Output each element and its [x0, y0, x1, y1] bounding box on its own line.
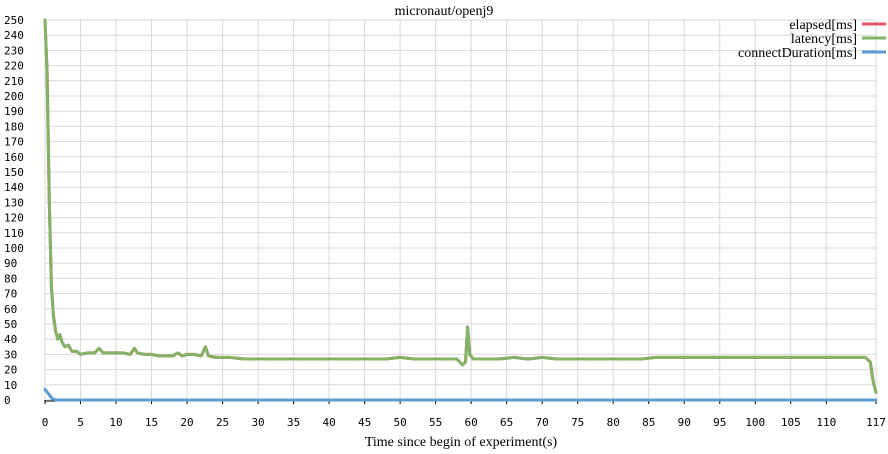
x-tick-label: 55: [429, 416, 442, 429]
x-tick-label: 50: [394, 416, 407, 429]
x-tick-label: 117: [866, 416, 886, 429]
y-tick-label: 80: [4, 272, 17, 285]
x-tick-label: 60: [465, 416, 478, 429]
y-tick-label: 200: [4, 90, 24, 103]
legend: elapsed[ms]latency[ms]connectDuration[ms…: [738, 18, 886, 61]
y-tick-label: 90: [4, 257, 17, 270]
legend-label: elapsed[ms]: [789, 18, 857, 33]
y-tick-label: 70: [4, 288, 17, 301]
x-tick-label: 80: [607, 416, 620, 429]
y-tick-label: 0: [4, 394, 11, 407]
y-tick-label: 60: [4, 303, 17, 316]
x-tick-label: 45: [358, 416, 371, 429]
grid: [44, 19, 877, 401]
series-layer: [43, 18, 878, 402]
y-tick-label: 50: [4, 318, 17, 331]
x-tick-label: 25: [216, 416, 229, 429]
y-axis-ticks: 0 10 20 30 40 50 60 70 80 90 100 110 120 130 140 150 160…: [4, 14, 24, 407]
x-tick-label: 105: [781, 416, 801, 429]
y-tick-label: 100: [4, 242, 24, 255]
y-tick-label: 220: [4, 60, 24, 73]
x-tick-label: 65: [500, 416, 513, 429]
x-tick-label: 30: [251, 416, 264, 429]
y-tick-label: 240: [4, 29, 24, 42]
y-tick-label: 30: [4, 348, 17, 361]
series-line-connectduration: [43, 387, 878, 402]
x-axis-label: Time since begin of experiment(s): [365, 435, 558, 450]
y-tick-label: 170: [4, 136, 24, 149]
series-line-elapsed: [43, 18, 878, 394]
x-tick-label: 100: [745, 416, 765, 429]
x-tick-label: 40: [322, 416, 335, 429]
x-tick-label: 5: [77, 416, 84, 429]
series-line-latency: [43, 18, 878, 394]
y-tick-label: 120: [4, 212, 24, 225]
y-tick-label: 130: [4, 196, 24, 209]
x-axis-ticks: 0 5 10 15 20 25 30 35 40 45 50 55 60 65 70 75 80 85 90 95 10…: [42, 400, 886, 429]
chart-title: micronaut/openj9: [395, 4, 494, 19]
x-tick-label: 85: [642, 416, 655, 429]
x-tick-label: 35: [287, 416, 300, 429]
y-tick-label: 40: [4, 333, 17, 346]
y-tick-label: 230: [4, 44, 24, 57]
legend-label: latency[ms]: [791, 32, 857, 47]
legend-label: connectDuration[ms]: [738, 46, 857, 61]
x-tick-label: 70: [536, 416, 549, 429]
x-tick-label: 10: [109, 416, 122, 429]
y-tick-label: 180: [4, 120, 24, 133]
x-tick-label: 110: [816, 416, 836, 429]
y-tick-label: 250: [4, 14, 24, 27]
y-tick-label: 20: [4, 364, 17, 377]
y-tick-label: 190: [4, 105, 24, 118]
y-tick-label: 140: [4, 181, 24, 194]
x-tick-label: 15: [145, 416, 158, 429]
x-tick-label: 90: [678, 416, 691, 429]
y-tick-label: 160: [4, 151, 24, 164]
y-tick-label: 150: [4, 166, 24, 179]
y-tick-label: 210: [4, 75, 24, 88]
y-tick-label: 10: [4, 379, 17, 392]
y-tick-label: 110: [4, 227, 24, 240]
x-tick-label: 20: [180, 416, 193, 429]
x-tick-label: 0: [42, 416, 49, 429]
x-tick-label: 95: [713, 416, 726, 429]
x-tick-label: 75: [571, 416, 584, 429]
